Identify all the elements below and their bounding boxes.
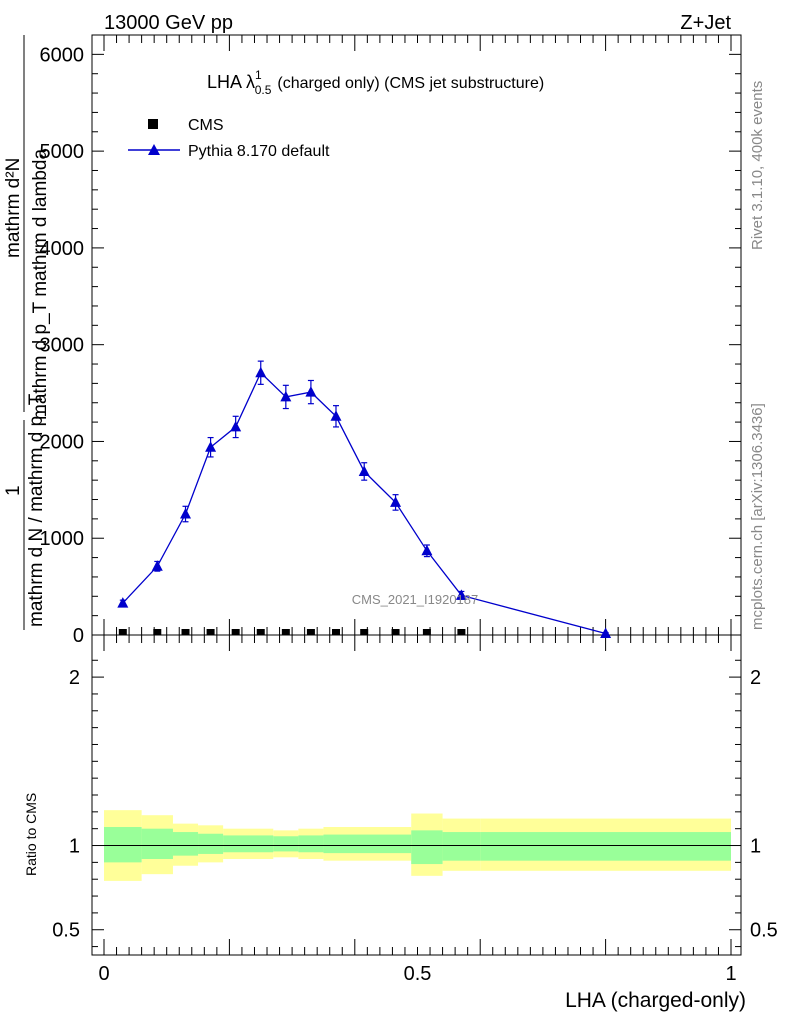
cms-point-3 bbox=[206, 629, 215, 635]
ratio-ytick-label-right-1: 1 bbox=[750, 836, 761, 858]
ylabel-bottom-2: mathrm d N / mathrm d p_T bbox=[26, 393, 47, 627]
pythia-line bbox=[122, 371, 606, 635]
ratio-band-green-9 bbox=[442, 832, 481, 861]
ratio-band-green-6 bbox=[298, 835, 324, 853]
legend-cms-label: CMS bbox=[188, 117, 224, 134]
pythia-point-1 bbox=[151, 560, 163, 571]
pythia-point-11 bbox=[421, 544, 433, 556]
pythia-point-5 bbox=[255, 366, 267, 378]
plot-title: LHA λ1 0.5 (charged only) (CMS jet substru… bbox=[207, 68, 544, 97]
title-main: LHA λ bbox=[207, 72, 255, 92]
ratio-band-green-7 bbox=[323, 834, 412, 854]
legend-pythia-marker bbox=[148, 144, 160, 155]
ratio-ytick-label-left-0: 0.5 bbox=[52, 920, 80, 942]
legend-cms-marker bbox=[148, 119, 158, 129]
cms-point-10 bbox=[391, 629, 400, 635]
ratio-xtick-label-2: 1 bbox=[725, 963, 736, 985]
pythia-point-0 bbox=[117, 597, 129, 608]
side-bottom: mcplots.cern.ch [arXiv:1306.3436] bbox=[749, 403, 766, 630]
ratio-ytick-label-left-1: 1 bbox=[69, 836, 80, 858]
cms-point-11 bbox=[422, 629, 431, 635]
ratio-ytick-label-right-0: 0.5 bbox=[750, 920, 778, 942]
cms-point-9 bbox=[360, 629, 369, 635]
title-sup: 1 bbox=[255, 68, 262, 82]
legend-pythia-label: Pythia 8.170 default bbox=[188, 143, 330, 160]
pythia-point-6 bbox=[280, 390, 292, 402]
ratio-band-green-8 bbox=[411, 830, 443, 865]
cms-point-0 bbox=[118, 629, 127, 635]
ratio-band-green-0 bbox=[104, 827, 142, 863]
ratio-xtick-label-0: 0 bbox=[98, 963, 109, 985]
ratio-band-green-1 bbox=[141, 828, 173, 859]
cms-point-12 bbox=[457, 629, 466, 635]
pythia-point-9 bbox=[358, 465, 370, 476]
ylabel-bottom-1: 1 bbox=[3, 485, 24, 496]
main-ytick-label-5: 5000 bbox=[40, 141, 85, 163]
ratio-ytick-label-left-2: 2 bbox=[69, 667, 80, 689]
ratio-band-green-2 bbox=[172, 832, 199, 856]
main-ytick-label-2: 2000 bbox=[40, 431, 85, 453]
pythia-point-3 bbox=[205, 441, 217, 452]
pythia-point-8 bbox=[330, 410, 342, 421]
cms-point-4 bbox=[231, 629, 240, 635]
cms-point-1 bbox=[153, 629, 162, 635]
cms-point-6 bbox=[281, 629, 290, 635]
main-ytick-label-1: 1000 bbox=[40, 528, 85, 550]
main-ytick-label-0: 0 bbox=[73, 625, 84, 647]
ratio-band-green-3 bbox=[198, 833, 224, 854]
ratio-band-green-4 bbox=[223, 835, 274, 853]
pythia-point-13 bbox=[600, 627, 612, 639]
header-left: 13000 GeV pp bbox=[104, 12, 233, 34]
header-right: Z+Jet bbox=[680, 12, 731, 34]
ylabel-upper: mathrm d²N mathrm d p_T mathrm d lambda … bbox=[3, 35, 51, 630]
title-rest: (charged only) (CMS jet substructure) bbox=[277, 75, 544, 92]
main-ytick-label-4: 4000 bbox=[40, 238, 85, 260]
ratio-band-green-10 bbox=[480, 832, 731, 861]
cms-point-5 bbox=[256, 629, 265, 635]
ylabel-mid: mathrm d p_T mathrm d lambda bbox=[30, 149, 51, 420]
pythia-point-10 bbox=[390, 496, 402, 507]
ratio-band-green-5 bbox=[273, 836, 299, 852]
ratio-plot-frame bbox=[91, 634, 742, 956]
pythia-point-7 bbox=[305, 386, 317, 397]
legend: CMS Pythia 8.170 default bbox=[128, 117, 330, 160]
ratio-xtick-label-1: 0.5 bbox=[404, 963, 432, 985]
cms-point-8 bbox=[331, 629, 340, 635]
side-top: Rivet 3.1.10, 400k events bbox=[749, 81, 766, 250]
pythia-point-2 bbox=[180, 508, 192, 519]
ratio-bands bbox=[104, 810, 731, 881]
ratio-ylabel: Ratio to CMS bbox=[23, 793, 39, 876]
cms-point-7 bbox=[306, 629, 315, 635]
ratio-ytick-label-right-2: 2 bbox=[750, 667, 761, 689]
watermark: CMS_2021_I1920187 bbox=[352, 592, 479, 607]
xlabel: LHA (charged-only) bbox=[565, 989, 746, 1012]
cms-point-2 bbox=[181, 629, 190, 635]
pythia-point-12 bbox=[455, 589, 467, 600]
pythia-point-4 bbox=[230, 420, 242, 432]
main-ytick-label-6: 6000 bbox=[40, 44, 85, 66]
main-plot-marks bbox=[117, 360, 612, 639]
title-sub: 0.5 bbox=[255, 83, 272, 97]
ylabel-top: mathrm d²N bbox=[3, 158, 24, 258]
main-ytick-label-3: 3000 bbox=[40, 335, 85, 357]
